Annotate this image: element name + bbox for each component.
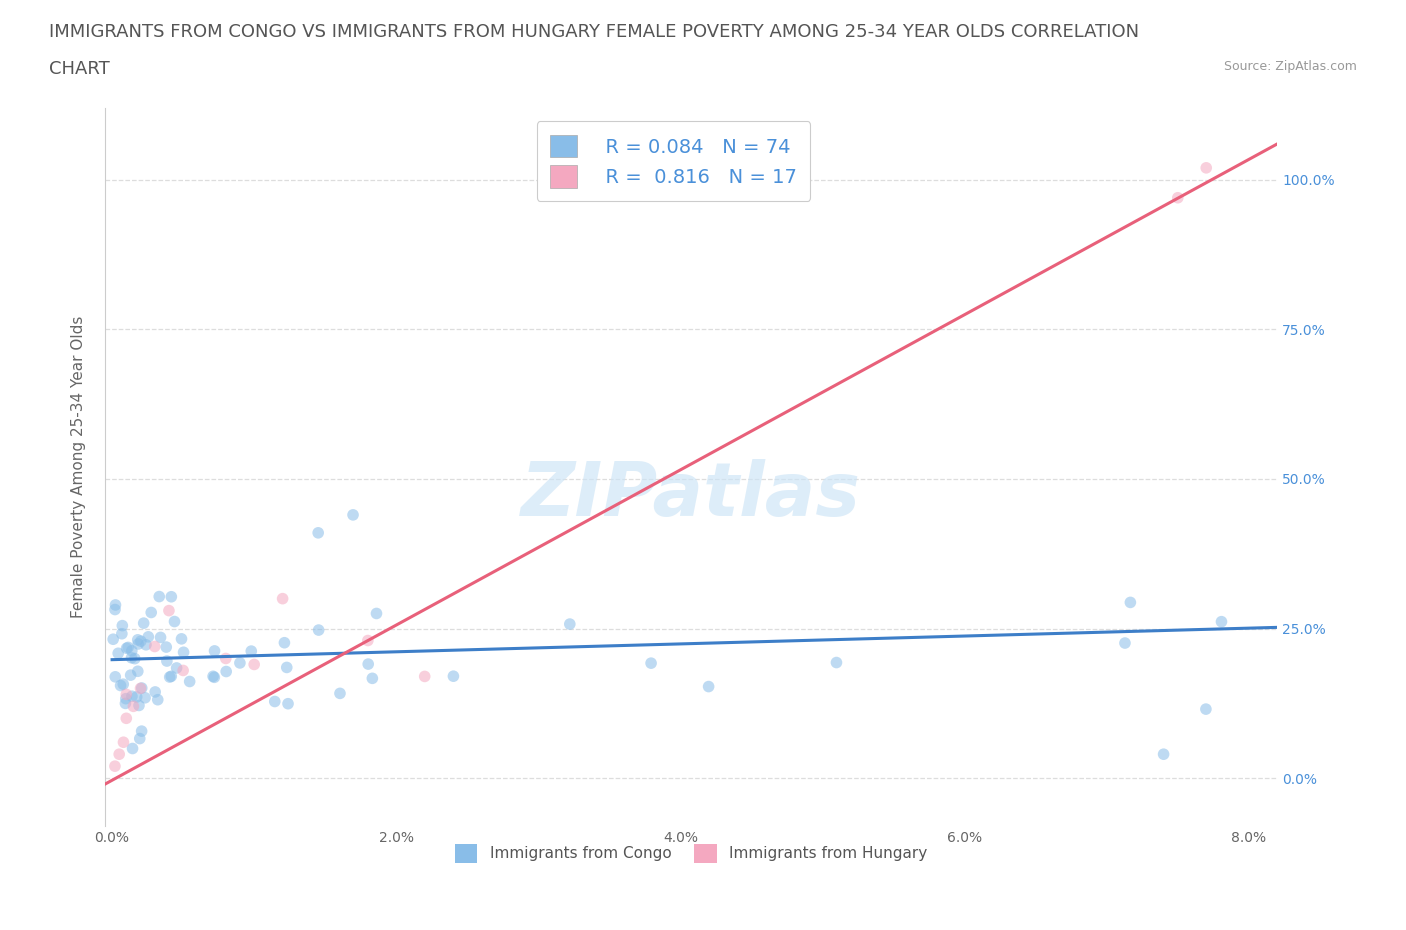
Point — [342, 508, 364, 523]
Point — [1195, 701, 1218, 716]
Point — [131, 724, 153, 738]
Point — [115, 641, 138, 656]
Point — [441, 669, 464, 684]
Point — [120, 668, 142, 683]
Point — [271, 591, 294, 606]
Point — [329, 686, 352, 701]
Point — [179, 674, 201, 689]
Point — [115, 711, 138, 725]
Text: CHART: CHART — [49, 60, 110, 78]
Point — [128, 731, 150, 746]
Point — [104, 602, 127, 617]
Point — [357, 657, 380, 671]
Point — [141, 605, 163, 620]
Point — [101, 631, 124, 646]
Point — [122, 699, 145, 714]
Point — [117, 640, 139, 655]
Point — [558, 617, 581, 631]
Point — [157, 604, 180, 618]
Point — [125, 689, 148, 704]
Point — [159, 670, 181, 684]
Point — [263, 694, 285, 709]
Point — [160, 669, 183, 684]
Text: IMMIGRANTS FROM CONGO VS IMMIGRANTS FROM HUNGARY FEMALE POVERTY AMONG 25-34 YEAR: IMMIGRANTS FROM CONGO VS IMMIGRANTS FROM… — [49, 23, 1139, 41]
Point — [240, 644, 263, 658]
Point — [229, 656, 252, 671]
Point — [143, 684, 166, 699]
Point — [110, 678, 132, 693]
Point — [361, 671, 384, 685]
Point — [107, 645, 129, 660]
Point — [131, 681, 153, 696]
Point — [148, 589, 170, 604]
Point — [114, 696, 136, 711]
Point — [202, 669, 225, 684]
Point — [128, 698, 150, 713]
Point — [104, 670, 127, 684]
Point — [1119, 595, 1142, 610]
Point — [146, 692, 169, 707]
Point — [163, 614, 186, 629]
Point — [104, 597, 127, 612]
Point — [366, 606, 388, 621]
Point — [111, 618, 134, 633]
Point — [115, 687, 138, 702]
Point — [112, 735, 135, 750]
Point — [143, 639, 166, 654]
Point — [149, 630, 172, 644]
Point — [215, 651, 238, 666]
Point — [132, 616, 155, 631]
Point — [127, 632, 149, 647]
Point — [127, 636, 149, 651]
Point — [111, 626, 134, 641]
Point — [121, 741, 143, 756]
Point — [104, 759, 127, 774]
Point — [112, 677, 135, 692]
Point — [1195, 160, 1218, 175]
Point — [215, 664, 238, 679]
Point — [173, 644, 195, 659]
Point — [170, 631, 193, 646]
Point — [825, 655, 848, 670]
Point — [1167, 191, 1189, 206]
Point — [156, 654, 179, 669]
Point — [307, 525, 329, 540]
Point — [276, 660, 298, 675]
Point — [357, 633, 380, 648]
Point — [1153, 747, 1175, 762]
Point — [277, 697, 299, 711]
Point — [160, 590, 183, 604]
Point — [640, 656, 662, 671]
Point — [136, 630, 159, 644]
Point — [127, 664, 149, 679]
Point — [697, 679, 720, 694]
Point — [1211, 614, 1233, 629]
Y-axis label: Female Poverty Among 25-34 Year Olds: Female Poverty Among 25-34 Year Olds — [72, 316, 86, 618]
Point — [172, 663, 194, 678]
Point — [308, 622, 330, 637]
Text: Source: ZipAtlas.com: Source: ZipAtlas.com — [1223, 60, 1357, 73]
Point — [124, 651, 146, 666]
Point — [1114, 635, 1136, 650]
Point — [273, 635, 295, 650]
Point — [204, 644, 226, 658]
Point — [135, 637, 157, 652]
Point — [129, 681, 152, 696]
Point — [129, 633, 152, 648]
Point — [121, 650, 143, 665]
Point — [155, 640, 177, 655]
Point — [134, 690, 156, 705]
Text: ZIPatlas: ZIPatlas — [522, 459, 860, 532]
Point — [121, 644, 143, 658]
Point — [166, 660, 188, 675]
Point — [108, 747, 131, 762]
Point — [243, 657, 266, 671]
Point — [115, 691, 138, 706]
Point — [202, 670, 225, 684]
Legend: Immigrants from Congo, Immigrants from Hungary: Immigrants from Congo, Immigrants from H… — [449, 838, 934, 869]
Point — [121, 689, 143, 704]
Point — [413, 669, 436, 684]
